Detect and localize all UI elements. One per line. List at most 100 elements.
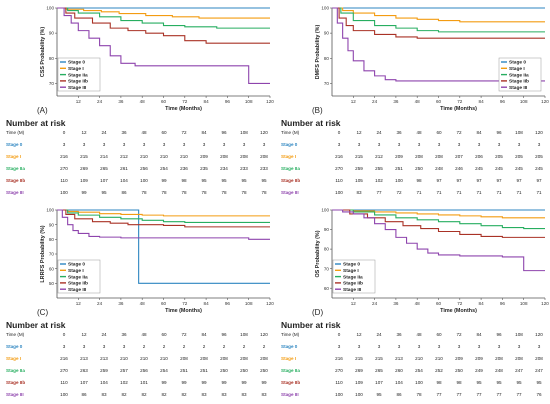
risk-cell-b: 71 [536,190,542,195]
risk-cell-c: 99 [201,380,207,385]
risk-header-cell-d: 120 [535,332,543,337]
legend-label-0-c: Stage 0 [68,262,85,268]
risk-cell-d: 3 [478,344,481,349]
risk-cell-b: 71 [436,190,442,195]
x-tick-label-b: 108 [520,99,528,104]
panel-a: 70 80 90 100 12 24 36 48 60 72 84 96 108 120 Time (Mon… [0,0,275,202]
legend-label-4-b: Stage III [509,85,528,91]
risk-cell-c: 107 [80,380,88,385]
risk-cell-a: 3 [223,142,226,147]
risk-cell-d: 98 [456,380,462,385]
risk-cell-a: 3 [63,142,66,147]
risk-cell-c: 250 [240,368,248,373]
risk-cell-b: 255 [375,166,383,171]
risk-cell-b: 83 [356,190,362,195]
risk-cell-a: 269 [80,166,88,171]
risk-cell-b: 245 [475,166,483,171]
risk-cell-d: 78 [416,392,422,397]
x-tick-label-c: 24 [97,301,103,306]
risk-cell-d: 109 [355,380,363,385]
risk-cell-d: 77 [516,392,522,397]
risk-cell-a: 110 [60,178,68,183]
series-line-3-c [57,209,270,228]
risk-row-label-b: Stage III [281,190,299,195]
risk-cell-b: 246 [455,166,463,171]
risk-cell-a: 233 [240,166,248,171]
x-tick-label-c: 120 [266,301,274,306]
risk-header-cell-a: 0 [63,130,66,135]
risk-row-label-d: Stage I [281,356,296,361]
risk-cell-b: 3 [518,142,521,147]
risk-cell-a: 100 [140,178,148,183]
risk-cell-d: 77 [496,392,502,397]
x-tick-label-b: 60 [436,99,442,104]
risk-cell-d: 77 [456,392,462,397]
risk-header-cell-a: 24 [101,130,107,135]
x-tick-label-d: 12 [351,301,357,306]
y-axis-label-b: DMFS Probability (%) [315,25,321,80]
risk-cell-b: 205 [535,154,543,159]
risk-cell-c: 86 [81,392,87,397]
x-tick-label-b: 72 [457,99,463,104]
risk-cell-d: 3 [438,344,441,349]
risk-cell-b: 3 [498,142,501,147]
risk-row-label-d: Stage IIb [281,380,300,385]
risk-cell-a: 215 [80,154,88,159]
risk-cell-c: 99 [161,380,167,385]
risk-cell-b: 3 [358,142,361,147]
risk-cell-d: 95 [476,380,482,385]
risk-cell-d: 104 [395,380,403,385]
risk-cell-c: 82 [121,392,127,397]
risk-cell-c: 256 [140,368,148,373]
legend-label-4-c: Stage III [68,287,87,293]
risk-header-cell-c: 84 [201,332,207,337]
risk-cell-d: 95 [496,380,502,385]
risk-header-cell-a: 84 [201,130,207,135]
x-tick-label-d: 108 [520,301,528,306]
panel-letter-d: (D) [312,308,323,317]
risk-cell-b: 3 [338,142,341,147]
risk-cell-a: 107 [100,178,108,183]
risk-cell-c: 3 [123,344,126,349]
panel-letter-a: (A) [37,106,48,115]
risk-cell-a: 261 [120,166,128,171]
risk-cell-d: 254 [415,368,423,373]
risk-cell-c: 99 [181,380,187,385]
y-tick-label-a: 100 [46,6,54,11]
legend-label-3-d: Stage IIb [343,281,363,287]
risk-cell-c: 83 [201,392,207,397]
risk-cell-b: 71 [416,190,422,195]
risk-header-cell-d: 72 [456,332,462,337]
risk-row-label-d: Stage 0 [281,344,298,349]
risk-cell-a: 3 [103,142,106,147]
risk-cell-d: 100 [335,392,343,397]
y-tick-label-c: 70 [49,252,55,257]
risk-cell-a: 98 [181,178,187,183]
risk-cell-a: 235 [200,166,208,171]
panel-letter-b: (B) [312,106,323,115]
risk-header-cell-d: 12 [356,332,362,337]
risk-cell-d: 3 [398,344,401,349]
x-tick-label-a: 12 [76,99,82,104]
x-tick-label-b: 84 [479,99,485,104]
risk-cell-b: 212 [375,154,383,159]
risk-row-label-a: Stage IIa [6,166,25,171]
risk-header-cell-b: 60 [436,130,442,135]
legend-label-0-b: Stage 0 [509,60,526,66]
legend-label-4-a: Stage III [68,85,87,91]
risk-cell-c: 99 [261,380,267,385]
series-line-1-c [57,209,270,217]
y-tick-label-d: 90 [324,227,330,232]
legend-label-0-d: Stage 0 [343,262,360,268]
risk-cell-a: 104 [120,178,128,183]
risk-cell-d: 107 [375,380,383,385]
risk-cell-c: 208 [220,356,228,361]
x-tick-label-c: 108 [245,301,253,306]
x-tick-label-d: 60 [436,301,442,306]
risk-header-cell-d: 60 [436,332,442,337]
risk-cell-b: 97 [436,178,442,183]
risk-cell-d: 265 [375,368,383,373]
x-tick-label-a: 84 [204,99,210,104]
legend-label-3-a: Stage IIb [68,79,88,85]
